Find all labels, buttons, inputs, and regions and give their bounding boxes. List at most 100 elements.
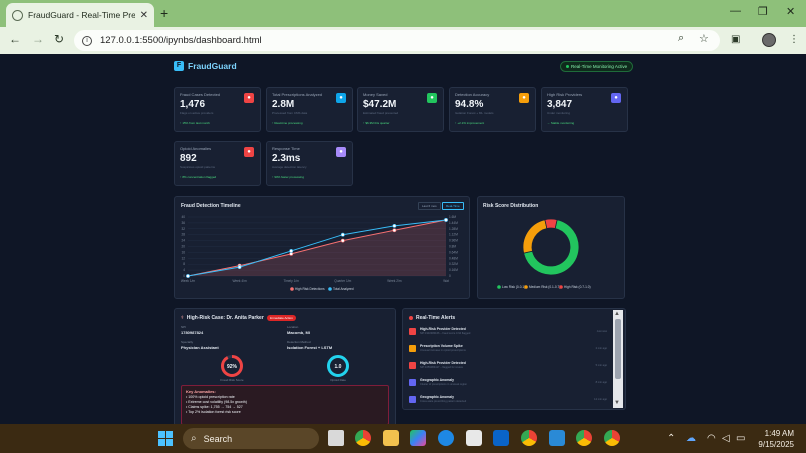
alert-item[interactable]: High-Risk Provider Detected NPI 19324801… bbox=[407, 326, 609, 340]
zoom-icon[interactable]: ⌕ bbox=[678, 32, 685, 44]
data-point bbox=[289, 249, 294, 253]
user-alert-icon: ● bbox=[611, 93, 621, 103]
risk-donut-chart: Low Risk (0-0.1) Medium Risk (0.1-0.7) Hig… bbox=[497, 218, 591, 289]
stat-title: Total Prescriptions Analyzed bbox=[272, 92, 323, 97]
chrome-icon[interactable] bbox=[355, 430, 371, 446]
alert-item[interactable]: High-Risk Provider Detected NPI 16593844… bbox=[407, 360, 609, 374]
method-label: Detection Method bbox=[287, 340, 311, 344]
stat-sub: Isolation Forest + ML models bbox=[455, 111, 494, 115]
specialty-label: Specialty bbox=[181, 340, 194, 344]
fraudguard-logo-icon: F bbox=[174, 61, 184, 71]
alert-item[interactable]: Geographic Anomaly Cluster of prescripti… bbox=[407, 377, 609, 391]
risk-panel bbox=[477, 196, 625, 299]
taskbar-search[interactable]: ⌕ Search bbox=[183, 428, 319, 449]
file-explorer-icon[interactable] bbox=[383, 430, 399, 446]
real-time-button[interactable]: Real-Time bbox=[442, 202, 464, 210]
stat-value: 3,847 bbox=[547, 99, 573, 110]
y-tick-label: 0 bbox=[183, 274, 185, 278]
bookmark-star-icon[interactable]: ☆ bbox=[699, 33, 709, 45]
data-point bbox=[340, 232, 345, 237]
donut-slice bbox=[544, 218, 558, 229]
alert-time: 5 min ago bbox=[595, 364, 607, 367]
back-icon[interactable]: ← bbox=[9, 32, 21, 46]
dashboard-header: F FraudGuard bbox=[174, 61, 237, 71]
alerts-panel bbox=[402, 308, 626, 410]
alerts-scrollbar[interactable]: ▲ ▼ bbox=[613, 310, 623, 408]
stat-sub: Under monitoring bbox=[547, 111, 571, 115]
search-icon: ⌕ bbox=[191, 433, 197, 444]
reload-icon[interactable]: ↻ bbox=[54, 32, 65, 46]
task-view-icon[interactable] bbox=[328, 430, 344, 446]
widgets-icon[interactable] bbox=[410, 430, 426, 446]
legend-swatch bbox=[328, 287, 332, 291]
windows-start-icon[interactable] bbox=[158, 431, 173, 446]
alert-type-icon bbox=[409, 362, 416, 369]
sidebar-icon[interactable]: ▣ bbox=[731, 34, 741, 45]
x-tick-label: Week 2/m bbox=[387, 279, 402, 283]
method-value: Isolation Forest + LSTM bbox=[287, 345, 333, 350]
wifi-icon[interactable]: ◠ bbox=[707, 433, 716, 444]
case-title: High-Risk Case: Dr. Anita Parker bbox=[186, 315, 264, 321]
last-6-mos-button[interactable]: Last 6 mos bbox=[418, 202, 441, 210]
scroll-down-icon[interactable]: ▼ bbox=[614, 400, 620, 406]
onedrive-icon[interactable]: ☁ bbox=[686, 433, 696, 444]
clock-date: 9/15/2025 bbox=[758, 440, 794, 449]
case-header: ⚕ High-Risk Case: Dr. Anita Parker Immed… bbox=[181, 315, 296, 321]
stat-card: Opioid Anomalies 892 Suspicious opioid p… bbox=[174, 141, 261, 186]
url-text: 127.0.0.1:5500/ipynbs/dashboard.html bbox=[100, 35, 262, 46]
close-tab-icon[interactable]: ✕ bbox=[139, 9, 148, 21]
profile-avatar[interactable] bbox=[762, 33, 776, 47]
stat-card: High Risk Providers 3,847 Under monitori… bbox=[541, 87, 628, 132]
anomaly-item: • 100% opioid prescription rate bbox=[186, 395, 235, 399]
taskbar-clock[interactable]: 1:49 AM 9/15/2025 bbox=[748, 428, 794, 450]
series-line bbox=[187, 219, 447, 277]
stat-title: Opioid Anomalies bbox=[180, 146, 212, 151]
ring-fill bbox=[221, 355, 243, 377]
y-tick-label: 28 bbox=[181, 233, 185, 237]
site-info-icon[interactable]: i bbox=[82, 35, 92, 46]
scrollbar-thumb[interactable] bbox=[615, 319, 621, 379]
alert-type-icon bbox=[409, 379, 416, 386]
alert-title: Prescription Volume Spike bbox=[420, 344, 463, 348]
anomaly-item: • Extreme cost volatility (98.5x growth) bbox=[186, 400, 247, 404]
npi-label: NPI bbox=[181, 325, 187, 329]
alert-item[interactable]: Geographic Anomaly Cross-state prescribi… bbox=[407, 394, 609, 408]
y-tick-label: 40 bbox=[181, 215, 185, 219]
minimize-icon[interactable]: — bbox=[730, 5, 741, 17]
x-tick-label: Week 1/m bbox=[181, 279, 196, 283]
close-window-icon[interactable]: ✕ bbox=[786, 6, 796, 18]
maximize-icon[interactable]: ❐ bbox=[758, 6, 768, 18]
target-icon: ● bbox=[519, 93, 529, 103]
stat-change: ↑ Real-time processing bbox=[272, 121, 303, 125]
volume-icon[interactable]: ◁ bbox=[722, 433, 730, 444]
browser-tab[interactable]: FraudGuard - Real-Time Prescri ✕ bbox=[6, 3, 154, 27]
ring-value: 1.0 bbox=[335, 364, 342, 370]
forward-icon[interactable]: → bbox=[32, 32, 44, 46]
tab-strip: FraudGuard - Real-Time Prescri ✕ + — ❐ ✕ bbox=[0, 0, 806, 27]
edge-icon[interactable] bbox=[438, 430, 454, 446]
npi-value: 1780987824 bbox=[181, 330, 204, 335]
x-tick-label: Timely 1/m bbox=[283, 279, 299, 283]
stat-change: → Stable monitoring bbox=[547, 121, 575, 125]
outlook-icon[interactable] bbox=[493, 430, 509, 446]
legend-swatch bbox=[497, 285, 501, 289]
alert-item[interactable]: Prescription Volume Spike Unusual increa… bbox=[407, 343, 609, 357]
stat-card: Fraud Cases Detected 1,476 Flags on acti… bbox=[174, 87, 261, 132]
tray-chevron-icon[interactable]: ⌃ bbox=[667, 433, 676, 444]
fraud-score-ring: 92% bbox=[221, 355, 243, 377]
donut-slice bbox=[522, 219, 548, 254]
chrome-profile-3-icon[interactable] bbox=[604, 430, 620, 446]
menu-kebab-icon[interactable]: ⋮ bbox=[789, 34, 799, 45]
new-tab-icon[interactable]: + bbox=[160, 5, 169, 21]
chrome-profile-icon[interactable] bbox=[521, 430, 537, 446]
battery-icon[interactable]: ▭ bbox=[736, 433, 746, 444]
stat-title: Fraud Cases Detected bbox=[180, 92, 221, 97]
live-status-text: Real-Time Monitoring Active bbox=[571, 64, 628, 69]
store-icon[interactable] bbox=[466, 430, 482, 446]
alert-title: High-Risk Provider Detected bbox=[420, 327, 466, 331]
vscode-icon[interactable] bbox=[549, 430, 565, 446]
chrome-profile-2-icon[interactable] bbox=[576, 430, 592, 446]
scroll-up-icon[interactable]: ▲ bbox=[614, 311, 620, 317]
x-tick-label: Week 4/m bbox=[232, 279, 247, 283]
address-bar[interactable]: i 127.0.0.1:5500/ipynbs/dashboard.html bbox=[74, 30, 720, 51]
